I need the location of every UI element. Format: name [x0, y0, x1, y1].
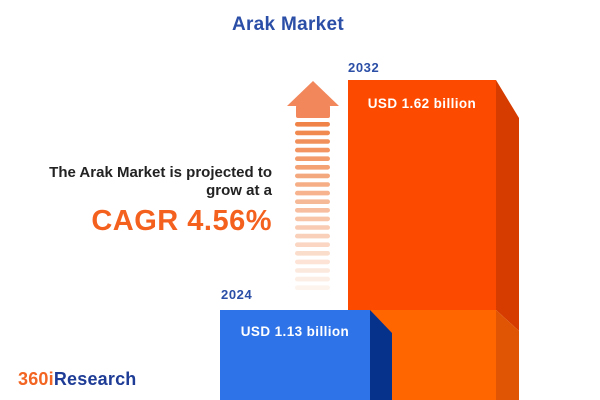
bar-2032-side-lower — [496, 310, 519, 400]
page-title: Arak Market — [231, 14, 345, 35]
logo-360i: 360i — [18, 369, 54, 389]
bar-2024-side — [370, 310, 392, 400]
bar-2032-side-upper — [496, 80, 519, 331]
annotation-line2: grow at a — [206, 182, 272, 199]
bar-2032-front-upper — [348, 80, 496, 310]
value-label-2024: USD 1.13 billion — [240, 324, 350, 339]
cagr-value: CAGR 4.56% — [91, 205, 272, 237]
category-label-2024: 2024 — [221, 287, 253, 302]
arrow-neck — [296, 105, 330, 118]
bar-2024-front — [220, 310, 370, 400]
annotation: The Arak Market is projected to grow at … — [49, 164, 272, 238]
logo-research: Research — [53, 369, 137, 389]
brand-logo: 360iResearch — [18, 369, 137, 390]
value-label-2032: USD 1.62 billion — [367, 96, 477, 111]
category-label-2032: 2032 — [348, 60, 380, 75]
arrow-head-icon — [287, 81, 339, 106]
annotation-line1: The Arak Market is projected to — [49, 164, 272, 181]
arrow-stripes — [295, 122, 330, 290]
growth-arrow-icon — [287, 81, 339, 290]
